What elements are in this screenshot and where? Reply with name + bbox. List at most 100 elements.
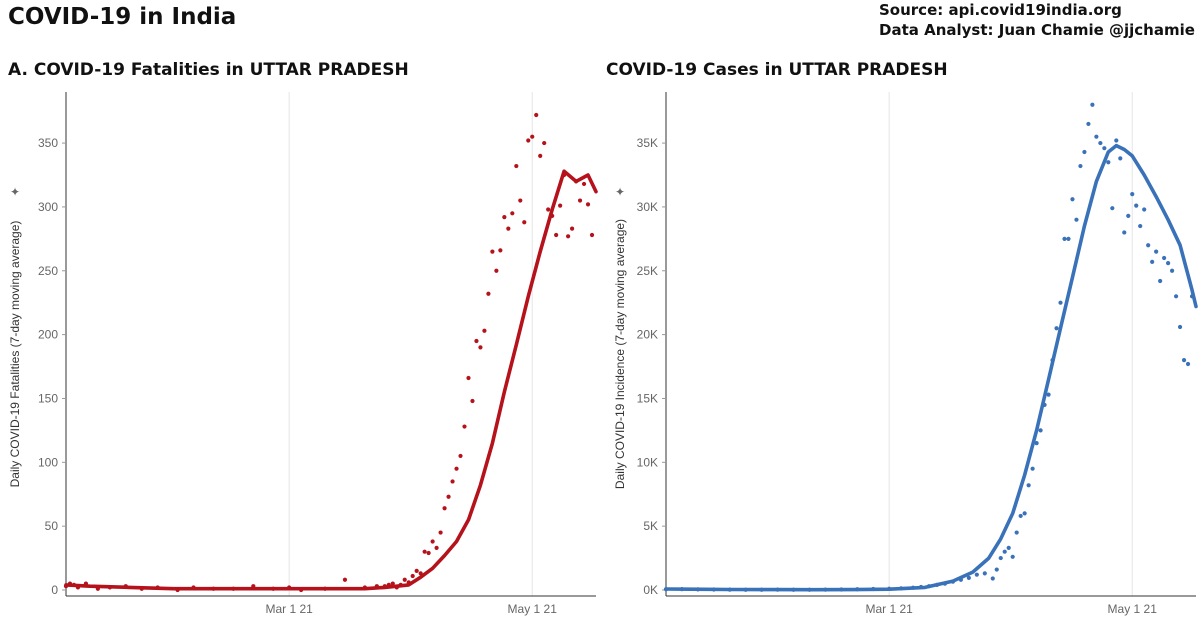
data-point <box>1026 483 1031 488</box>
data-point <box>1066 236 1071 241</box>
data-point <box>450 479 455 484</box>
data-point <box>1070 197 1075 202</box>
data-point <box>1154 249 1159 254</box>
data-point <box>474 338 479 344</box>
data-point <box>1002 549 1007 554</box>
data-point <box>966 575 971 580</box>
y-tick-label: 15K <box>637 391 658 405</box>
y-tick-label: 250 <box>38 264 58 278</box>
data-point <box>1146 243 1151 248</box>
y-tick-label: 25K <box>637 264 658 278</box>
data-point <box>577 198 583 203</box>
data-point <box>1181 358 1187 363</box>
data-point <box>1010 554 1015 559</box>
data-point <box>522 220 527 225</box>
fatalities-chart-title: A. COVID-19 Fatalities in UTTAR PRADESH <box>8 60 409 80</box>
data-point <box>1150 259 1155 264</box>
data-point <box>1006 545 1011 550</box>
pin-icon: ✦ <box>10 185 20 199</box>
y-tick-label: 30K <box>637 200 658 214</box>
data-point <box>558 203 563 208</box>
data-point <box>514 163 519 169</box>
cases-chart-title: COVID-19 Cases in UTTAR PRADESH <box>606 60 948 80</box>
data-point <box>1046 392 1051 397</box>
data-point <box>538 153 543 158</box>
data-point <box>510 211 515 216</box>
source-line: Source: api.covid19india.org <box>879 1 1122 19</box>
data-point <box>1173 294 1179 299</box>
data-point <box>1034 441 1039 446</box>
data-point <box>994 567 999 572</box>
data-point <box>998 555 1003 561</box>
data-point <box>982 571 987 576</box>
data-point <box>482 328 487 333</box>
data-point <box>1114 138 1119 143</box>
moving-average-line <box>664 143 1198 592</box>
data-point <box>526 138 531 143</box>
data-point <box>430 539 435 544</box>
moving-average-line <box>64 169 598 591</box>
data-point <box>1098 140 1103 146</box>
data-point <box>1090 102 1095 107</box>
data-point <box>1130 192 1135 197</box>
data-point <box>990 576 995 581</box>
data-point <box>518 198 523 203</box>
data-point <box>1122 230 1127 235</box>
y-tick-label: 350 <box>38 136 58 150</box>
data-point <box>1126 213 1131 218</box>
data-point <box>446 494 451 499</box>
data-point <box>554 232 559 238</box>
data-point <box>410 573 415 579</box>
data-point <box>1138 223 1143 229</box>
pin-icon: ✦ <box>615 185 625 199</box>
source-credits: Source: api.covid19india.org Data Analys… <box>879 0 1195 40</box>
data-point <box>1062 236 1067 241</box>
data-point <box>1018 513 1023 519</box>
data-point <box>490 249 495 254</box>
data-point <box>1158 278 1163 284</box>
data-point <box>438 530 443 535</box>
y-tick-label: 100 <box>38 455 58 469</box>
data-point <box>1134 203 1139 208</box>
data-point <box>414 568 419 573</box>
data-point <box>470 398 475 404</box>
data-point <box>974 572 979 577</box>
data-point <box>1094 134 1099 139</box>
data-point <box>1118 156 1123 161</box>
data-point <box>1106 160 1111 165</box>
data-point <box>458 453 463 459</box>
y-tick-label: 150 <box>38 391 58 405</box>
data-point <box>506 226 511 231</box>
data-point <box>466 375 471 381</box>
data-point <box>1022 511 1027 516</box>
y-tick-label: 35K <box>637 136 658 150</box>
y-tick-label: 20K <box>637 328 658 342</box>
y-tick-label: 50 <box>45 519 59 533</box>
y-tick-label: 200 <box>38 328 58 342</box>
data-point <box>534 112 539 118</box>
data-point <box>585 202 591 207</box>
data-point <box>1177 324 1183 330</box>
data-point <box>342 577 348 582</box>
data-point <box>442 506 447 511</box>
data-point <box>1162 255 1167 261</box>
data-point <box>581 181 587 187</box>
data-point <box>462 424 467 429</box>
cases-chart: Mar 1 21 May 1 21 0K 5K 10K 15K 20K 25K 30K 35K Da… <box>613 92 1198 616</box>
data-point <box>1086 121 1091 127</box>
data-point <box>502 215 507 220</box>
analyst-line: Data Analyst: Juan Chamie @jjchamie <box>879 21 1195 39</box>
page-title: COVID-19 in India <box>8 4 237 30</box>
data-point <box>422 549 427 554</box>
data-point <box>454 466 459 471</box>
data-point <box>1030 466 1035 471</box>
data-point <box>1110 206 1115 211</box>
data-point <box>426 550 431 556</box>
y-axis-label: Daily COVID-19 Fatalities (7-day moving … <box>8 221 22 488</box>
y-tick-label: 0 <box>51 583 58 597</box>
y-tick-label: 5K <box>643 519 658 533</box>
data-point <box>1169 268 1175 273</box>
x-tick-label: Mar 1 21 <box>865 602 913 616</box>
data-point <box>1014 530 1019 535</box>
y-tick-label: 0K <box>643 583 658 597</box>
